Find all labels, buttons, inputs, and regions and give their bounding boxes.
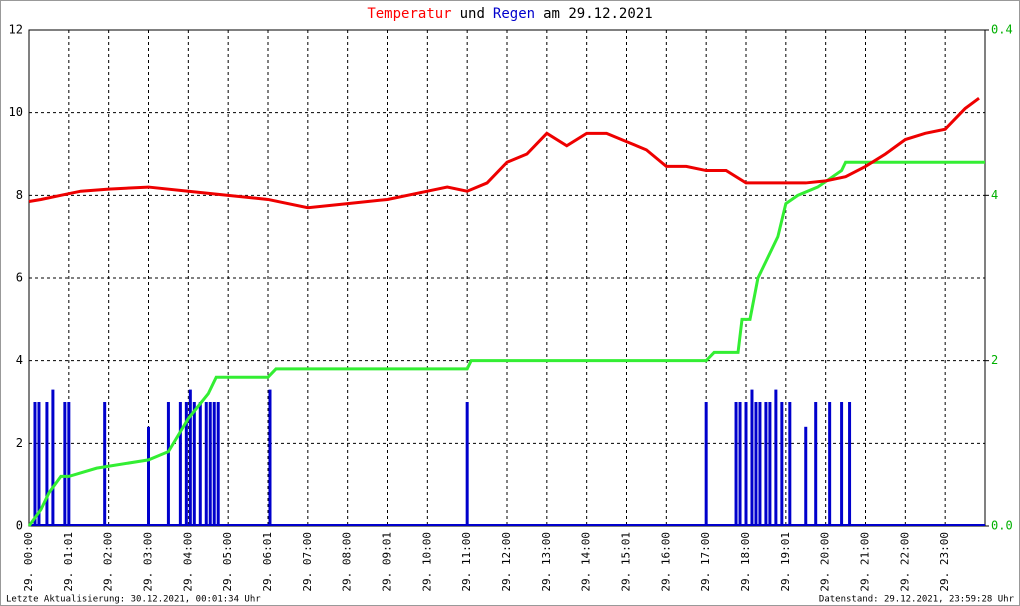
- rain-bar: [734, 402, 738, 526]
- rain-bar: [738, 402, 742, 526]
- rain-bar: [804, 426, 808, 526]
- x-tick-label: 29. 17:00: [699, 532, 712, 592]
- rain-bar: [764, 402, 768, 526]
- x-tick-label: 29. 22:00: [898, 532, 911, 592]
- y-tick-label: 2: [16, 436, 23, 450]
- x-tick-label: 29. 04:00: [181, 532, 194, 592]
- x-tick-label: 29. 15:01: [620, 532, 633, 592]
- y2-tick-label: 0.0: [991, 519, 1013, 533]
- title-part: am 29.12.2021: [543, 6, 653, 22]
- rain-bar: [188, 389, 192, 526]
- rain-bar: [744, 402, 748, 526]
- rain-bar: [788, 402, 792, 526]
- rain-bar: [754, 402, 758, 526]
- x-tick-label: 29. 05:00: [221, 532, 234, 592]
- x-tick-label: 29. 23:00: [938, 532, 951, 592]
- series-line: [28, 96, 980, 210]
- y-tick-label: 10: [9, 105, 23, 119]
- x-tick-label: 29. 16:00: [659, 532, 672, 592]
- rain-bar: [780, 402, 784, 526]
- x-tick-label: 29. 00:00: [22, 532, 35, 592]
- title-part: Regen: [493, 6, 535, 22]
- rain-bar: [103, 402, 107, 526]
- rain-bar: [45, 402, 49, 526]
- title-part: Temperatur: [367, 6, 451, 22]
- rain-bar: [178, 402, 182, 526]
- rain-bar: [37, 402, 41, 526]
- x-tick-label: 29. 06:01: [261, 532, 274, 592]
- y-tick-label: 8: [16, 188, 23, 202]
- x-tick-label: 29. 19:01: [779, 532, 792, 592]
- rain-bar: [198, 402, 202, 526]
- rain-bar: [840, 402, 844, 526]
- chart-title: Temperatur und Regen am 29.12.2021: [367, 6, 652, 22]
- y-tick-label: 4: [16, 353, 23, 367]
- rain-bar: [768, 402, 772, 526]
- rain-bar: [212, 402, 216, 526]
- y-tick-label: 6: [16, 271, 23, 285]
- x-tick-label: 29. 11:00: [460, 532, 473, 592]
- rain-bar: [204, 402, 208, 526]
- rain-bar: [758, 402, 762, 526]
- x-tick-label: 29. 02:00: [102, 532, 115, 592]
- y2-tick-label: 2: [991, 353, 998, 367]
- x-tick-label: 29. 07:00: [301, 532, 314, 592]
- x-tick-label: 29. 08:00: [341, 532, 354, 592]
- rain-bar: [33, 402, 37, 526]
- footer-left: Letzte Aktualisierung: 30.12.2021, 00:01…: [6, 595, 261, 605]
- y2-tick-label: 0.4: [991, 23, 1013, 37]
- footer-right: Datenstand: 29.12.2021, 23:59:28 Uhr: [819, 595, 1015, 605]
- x-tick-label: 29. 12:00: [500, 532, 513, 592]
- x-tick-label: 29. 18:00: [739, 532, 752, 592]
- rain-bar: [147, 426, 150, 526]
- rain-bar: [192, 402, 196, 526]
- rain-bar: [704, 402, 708, 526]
- title-part: und: [460, 6, 485, 22]
- y2-tick-label: 4: [991, 188, 998, 202]
- rain-bar: [828, 402, 832, 526]
- y-tick-label: 0: [16, 519, 23, 533]
- rain-bar: [774, 389, 778, 526]
- x-tick-label: 29. 09:01: [381, 532, 394, 592]
- rain-bar: [465, 402, 469, 526]
- x-tick-label: 29. 13:00: [540, 532, 553, 592]
- rain-bar: [166, 402, 170, 526]
- rain-bar: [268, 389, 272, 526]
- series-line: [27, 160, 985, 527]
- rain-bar: [51, 389, 55, 526]
- x-tick-label: 29. 21:00: [859, 532, 872, 592]
- rain-bar: [814, 402, 818, 526]
- x-tick-label: 29. 10:00: [420, 532, 433, 592]
- x-tick-label: 29. 03:00: [142, 532, 155, 592]
- rain-bar: [848, 402, 852, 526]
- rain-bar: [184, 402, 188, 526]
- rain-bar: [216, 402, 220, 526]
- x-tick-label: 29. 14:00: [580, 532, 593, 592]
- y-tick-label: 12: [9, 23, 23, 37]
- rain-bar: [750, 389, 754, 526]
- rain-bar: [208, 402, 212, 526]
- rain-bar: [67, 402, 71, 526]
- rain-bar: [63, 402, 67, 526]
- x-tick-label: 29. 20:00: [819, 532, 832, 592]
- x-tick-label: 29. 01:01: [62, 532, 75, 592]
